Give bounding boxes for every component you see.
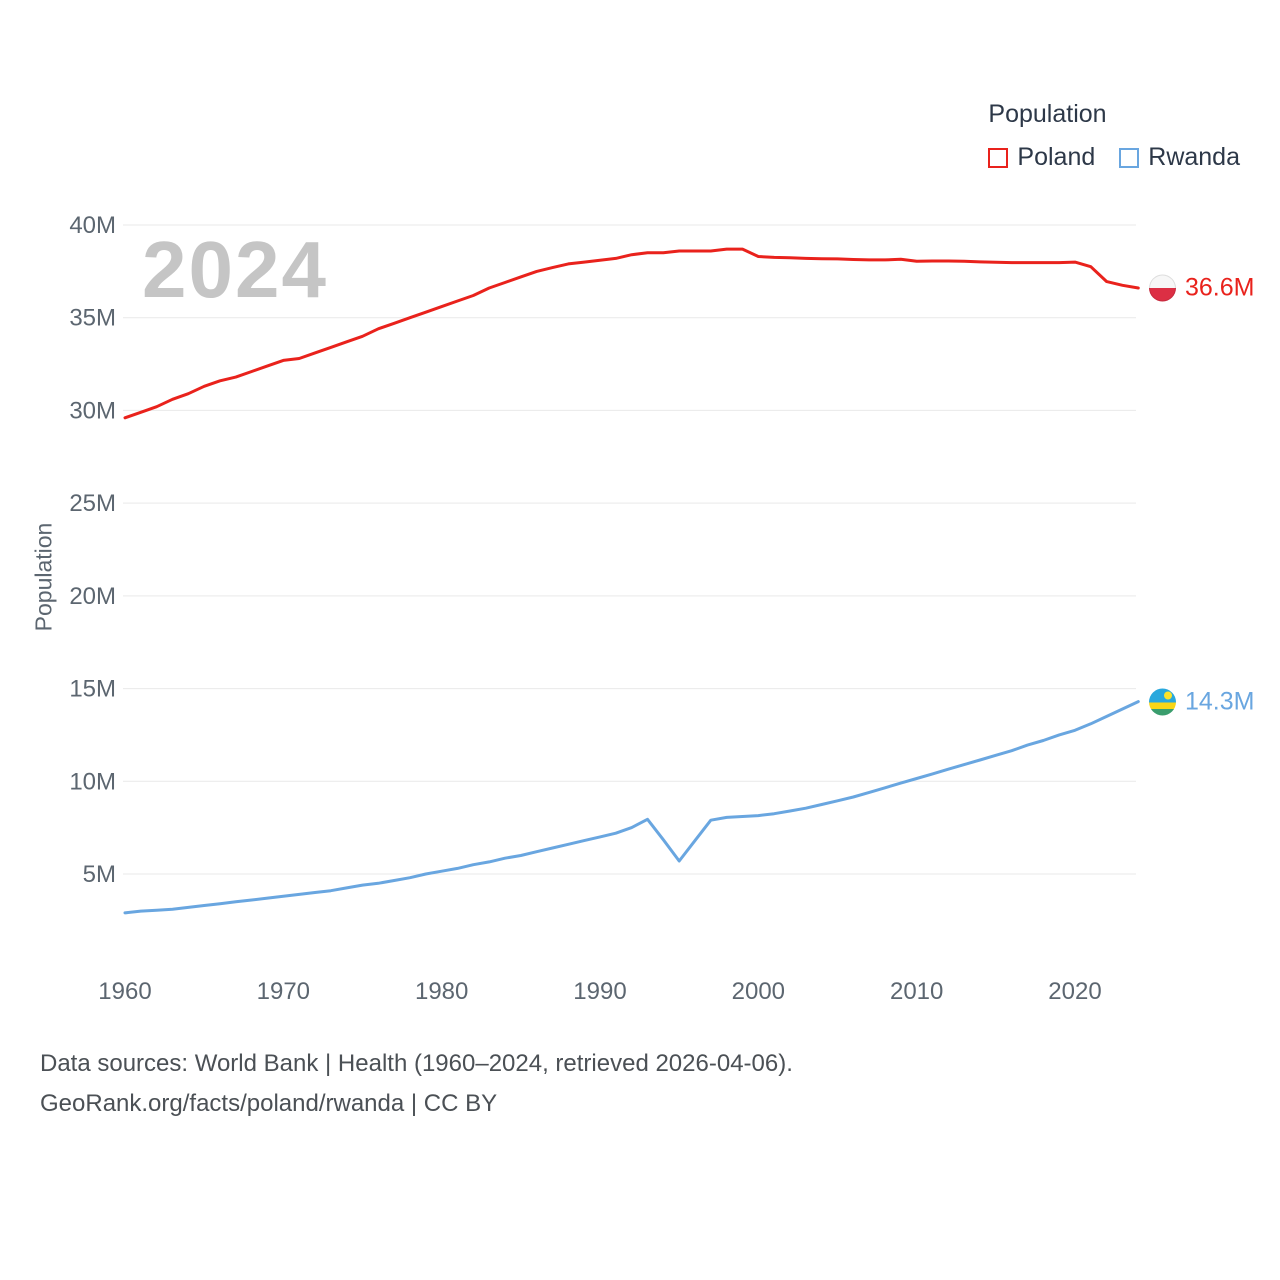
legend-items: Poland Rwanda	[988, 143, 1240, 172]
y-tick-label: 20M	[69, 583, 116, 610]
rwanda-end-label: 14.3M	[1149, 687, 1254, 716]
legend: Population Poland Rwanda	[988, 100, 1240, 172]
y-tick-label: 25M	[69, 490, 116, 517]
rwanda-flag-icon	[1149, 688, 1176, 716]
x-tick-label: 2020	[1048, 978, 1101, 1005]
x-tick-label: 1990	[573, 978, 626, 1005]
legend-title: Population	[988, 100, 1107, 128]
legend-swatch-rwanda	[1119, 147, 1140, 168]
y-tick-label: 15M	[69, 676, 116, 703]
series-line-rwanda	[123, 700, 1140, 915]
legend-item-rwanda: Rwanda	[1119, 143, 1240, 172]
legend-item-poland: Poland	[988, 143, 1095, 172]
x-tick-label: 1980	[415, 978, 468, 1005]
legend-label-rwanda: Rwanda	[1148, 143, 1240, 171]
poland-end-value: 36.6M	[1185, 273, 1255, 302]
poland-flag-icon	[1149, 274, 1176, 302]
x-tick-label: 1960	[98, 978, 151, 1005]
footer: Data sources: World Bank | Health (1960–…	[40, 1044, 793, 1124]
series-line-poland	[123, 247, 1140, 420]
y-tick-label: 35M	[69, 305, 116, 332]
x-tick-label: 2000	[732, 978, 785, 1005]
y-tick-label: 5M	[83, 861, 116, 888]
y-tick-label: 40M	[69, 212, 116, 239]
x-tick-label: 1970	[257, 978, 310, 1005]
year-watermark: 2024	[142, 225, 328, 314]
attribution-text: GeoRank.org/facts/poland/rwanda | CC BY	[40, 1090, 498, 1117]
rwanda-end-value: 14.3M	[1185, 687, 1255, 716]
poland-end-label: 36.6M	[1149, 274, 1254, 303]
legend-label-poland: Poland	[1017, 143, 1096, 171]
y-axis-title: Population	[30, 522, 57, 632]
data-sources-text: Data sources: World Bank | Health (1960–…	[40, 1050, 793, 1077]
y-tick-label: 30M	[69, 397, 116, 424]
legend-swatch-poland	[988, 147, 1009, 168]
y-tick-label: 10M	[69, 768, 116, 795]
x-tick-label: 2010	[890, 978, 943, 1005]
